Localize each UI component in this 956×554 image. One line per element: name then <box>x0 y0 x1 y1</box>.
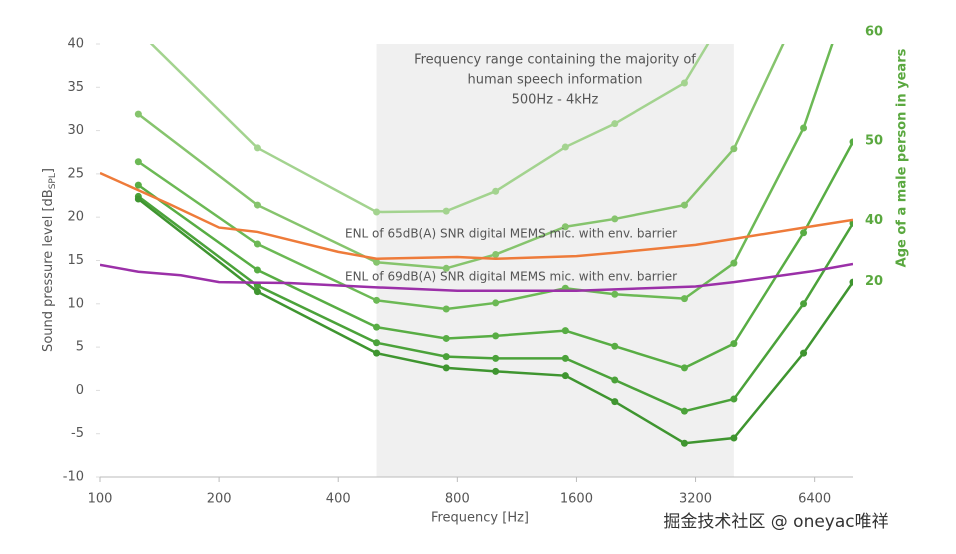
point <box>442 264 450 272</box>
plot-area <box>100 0 853 447</box>
point <box>561 143 569 151</box>
point <box>253 240 261 248</box>
x-tick-label: 200 <box>207 492 232 507</box>
point <box>680 407 688 415</box>
annotation: 500Hz - 4kHz <box>512 93 599 108</box>
point <box>611 342 619 350</box>
point <box>442 353 450 361</box>
point <box>492 299 500 307</box>
point <box>680 364 688 372</box>
point <box>253 201 261 209</box>
y-tick-label: 30 <box>67 123 84 138</box>
y-tick-label: 35 <box>67 80 84 95</box>
point <box>730 0 737 4</box>
point <box>849 138 853 146</box>
point <box>680 439 688 447</box>
point <box>373 296 381 304</box>
point <box>800 229 808 237</box>
y-label-main: Sound pressure level [dB <box>41 189 56 352</box>
point <box>492 354 500 362</box>
point <box>492 187 500 195</box>
point <box>253 288 261 296</box>
point <box>561 327 569 335</box>
point <box>561 223 569 231</box>
point <box>800 0 807 4</box>
y-tick-label: 25 <box>67 166 84 181</box>
series-line <box>100 262 853 293</box>
point <box>492 332 500 340</box>
point <box>680 201 688 209</box>
point <box>611 120 619 128</box>
point <box>611 290 619 298</box>
point <box>730 145 738 153</box>
y-label-end: ] <box>41 168 56 173</box>
point <box>800 349 808 357</box>
point <box>611 398 619 406</box>
point <box>442 334 450 342</box>
series-label: ENL of 69dB(A) SNR digital MEMS mic. wit… <box>345 270 677 284</box>
series-line <box>100 171 853 261</box>
y2-axis-label: Age of a male person in years <box>895 48 910 267</box>
point <box>373 258 381 266</box>
y-tick-label: 20 <box>67 210 84 225</box>
point <box>680 79 688 87</box>
point <box>134 195 142 203</box>
point <box>561 354 569 362</box>
point <box>373 349 381 357</box>
annotation: Frequency range containing the majority … <box>414 53 696 68</box>
point <box>849 219 853 227</box>
annotation: human speech information <box>467 73 642 88</box>
y-tick-label: -10 <box>63 470 84 485</box>
point <box>134 181 142 189</box>
y2-tick-label: 20 <box>865 274 883 289</box>
x-axis-label: Frequency [Hz] <box>431 511 529 526</box>
point <box>730 340 738 348</box>
point <box>800 300 808 308</box>
y-axis-label: Sound pressure level [dBSPL] <box>41 168 58 352</box>
point <box>561 372 569 380</box>
point <box>800 124 808 132</box>
y-label-sub: SPL <box>48 173 58 189</box>
watermark: 掘金技术社区 @ oneyac唯祥 <box>663 512 888 532</box>
point <box>680 295 688 303</box>
y-tick-label: 10 <box>67 296 84 311</box>
point <box>373 208 381 216</box>
point <box>373 339 381 347</box>
point <box>442 207 450 215</box>
speech-range <box>376 44 734 477</box>
point <box>611 215 619 223</box>
point <box>730 395 738 403</box>
x-tick-label: 6400 <box>798 492 831 507</box>
point <box>492 367 500 375</box>
point <box>611 376 619 384</box>
x-tick-label: 800 <box>445 492 470 507</box>
y-tick-label: 40 <box>67 37 84 52</box>
point <box>442 305 450 313</box>
point <box>134 158 142 166</box>
point <box>135 28 142 35</box>
point <box>849 278 853 286</box>
point <box>730 259 738 267</box>
x-tick-label: 1600 <box>560 492 593 507</box>
y-tick-label: 5 <box>76 340 84 355</box>
x-tick-label: 3200 <box>679 492 712 507</box>
point <box>253 266 261 274</box>
point <box>492 250 500 258</box>
point <box>730 434 738 442</box>
y-tick-label: 0 <box>76 383 84 398</box>
y2-tick-label: 40 <box>865 213 883 228</box>
point <box>373 323 381 331</box>
point <box>134 110 142 118</box>
point <box>442 364 450 372</box>
y-tick-label: -5 <box>71 426 84 441</box>
y2-tick-label: 50 <box>865 133 883 148</box>
x-tick-label: 100 <box>88 492 113 507</box>
series-label: ENL of 65dB(A) SNR digital MEMS mic. wit… <box>345 227 677 241</box>
point <box>253 144 261 152</box>
y-tick-label: 15 <box>67 253 84 268</box>
y2-tick-label: 60 <box>865 24 883 39</box>
x-tick-label: 400 <box>326 492 351 507</box>
